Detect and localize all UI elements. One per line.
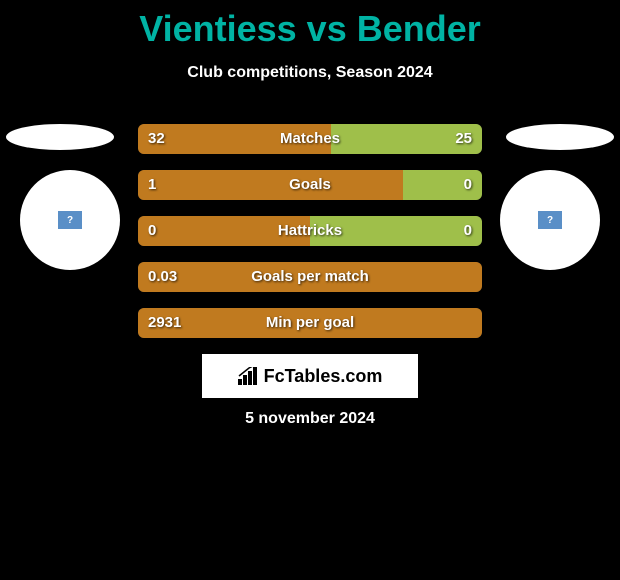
stat-row-hattricks: 0 Hattricks 0 [138,216,482,246]
placeholder-icon: ? [538,211,562,229]
brand-box[interactable]: FcTables.com [202,354,418,398]
stat-label: Min per goal [138,308,482,338]
chart-icon [238,367,260,385]
placeholder-icon: ? [58,211,82,229]
stat-label: Goals per match [138,262,482,292]
country-flag-left [6,124,114,150]
stat-label: Hattricks [138,216,482,246]
stat-row-gpm: 0.03 Goals per match [138,262,482,292]
stat-label: Matches [138,124,482,154]
subtitle: Club competitions, Season 2024 [0,64,620,82]
stat-row-goals: 1 Goals 0 [138,170,482,200]
stats-area: 32 Matches 25 1 Goals 0 0 Hattricks 0 0.… [138,124,482,354]
stat-right-value: 0 [464,216,472,246]
page-title: Vientiess vs Bender [0,0,620,50]
stat-row-mpg: 2931 Min per goal [138,308,482,338]
country-flag-right [506,124,614,150]
team-logo-right: ? [500,170,600,270]
stat-label: Goals [138,170,482,200]
date-text: 5 november 2024 [0,410,620,428]
stat-row-matches: 32 Matches 25 [138,124,482,154]
stat-right-value: 0 [464,170,472,200]
stat-right-value: 25 [455,124,472,154]
brand-label: FcTables.com [238,366,383,387]
team-logo-left: ? [20,170,120,270]
